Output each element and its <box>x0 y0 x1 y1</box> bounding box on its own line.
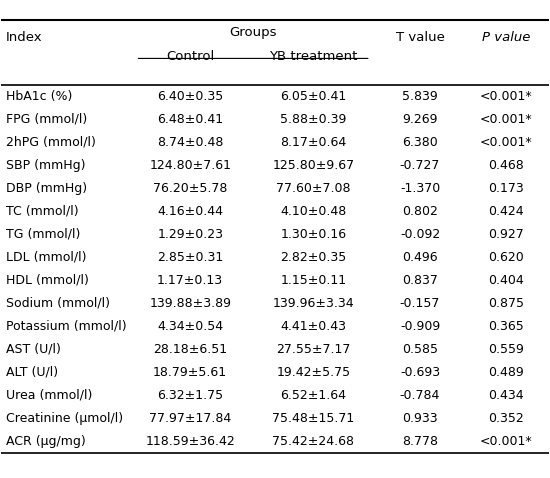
Text: Index: Index <box>6 31 42 43</box>
Text: 0.559: 0.559 <box>488 343 524 356</box>
Text: Potassium (mmol/l): Potassium (mmol/l) <box>6 320 126 333</box>
Text: -0.693: -0.693 <box>400 366 440 379</box>
Text: -0.157: -0.157 <box>400 297 440 310</box>
Text: Groups: Groups <box>229 26 277 39</box>
Text: Sodium (mmol/l): Sodium (mmol/l) <box>6 297 110 310</box>
Text: TG (mmol/l): TG (mmol/l) <box>6 228 80 241</box>
Text: 8.74±0.48: 8.74±0.48 <box>157 136 223 149</box>
Text: 0.620: 0.620 <box>488 250 524 264</box>
Text: 28.18±6.51: 28.18±6.51 <box>153 343 227 356</box>
Text: 18.79±5.61: 18.79±5.61 <box>153 366 227 379</box>
Text: -1.370: -1.370 <box>400 182 440 195</box>
Text: 2.85±0.31: 2.85±0.31 <box>157 250 223 264</box>
Text: YB treatment: YB treatment <box>269 50 358 63</box>
Text: 139.88±3.89: 139.88±3.89 <box>149 297 231 310</box>
Text: Control: Control <box>166 50 214 63</box>
Text: 1.30±0.16: 1.30±0.16 <box>280 228 346 241</box>
Text: 125.80±9.67: 125.80±9.67 <box>272 159 354 172</box>
Text: <0.001*: <0.001* <box>480 435 532 448</box>
Text: T value: T value <box>395 31 444 43</box>
Text: 0.496: 0.496 <box>402 250 438 264</box>
Text: 2.82±0.35: 2.82±0.35 <box>280 250 346 264</box>
Text: 77.97±17.84: 77.97±17.84 <box>149 412 232 425</box>
Text: 6.380: 6.380 <box>402 136 438 149</box>
Text: FPG (mmol/l): FPG (mmol/l) <box>6 113 87 126</box>
Text: -0.784: -0.784 <box>400 389 440 402</box>
Text: TC (mmol/l): TC (mmol/l) <box>6 205 79 217</box>
Text: <0.001*: <0.001* <box>480 113 532 126</box>
Text: P value: P value <box>482 31 530 43</box>
Text: 0.802: 0.802 <box>402 205 438 217</box>
Text: SBP (mmHg): SBP (mmHg) <box>6 159 85 172</box>
Text: HbA1c (%): HbA1c (%) <box>6 89 72 103</box>
Text: 0.489: 0.489 <box>488 366 524 379</box>
Text: 75.42±24.68: 75.42±24.68 <box>272 435 354 448</box>
Text: 6.05±0.41: 6.05±0.41 <box>280 89 346 103</box>
Text: ACR (μg/mg): ACR (μg/mg) <box>6 435 85 448</box>
Text: 75.48±15.71: 75.48±15.71 <box>272 412 354 425</box>
Text: 0.365: 0.365 <box>488 320 524 333</box>
Text: 1.15±0.11: 1.15±0.11 <box>280 274 346 287</box>
Text: 0.424: 0.424 <box>488 205 524 217</box>
Text: HDL (mmol/l): HDL (mmol/l) <box>6 274 89 287</box>
Text: <0.001*: <0.001* <box>480 136 532 149</box>
Text: LDL (mmol/l): LDL (mmol/l) <box>6 250 86 264</box>
Text: 4.16±0.44: 4.16±0.44 <box>157 205 223 217</box>
Text: -0.092: -0.092 <box>400 228 440 241</box>
Text: 0.933: 0.933 <box>402 412 438 425</box>
Text: 0.875: 0.875 <box>488 297 524 310</box>
Text: 0.585: 0.585 <box>402 343 438 356</box>
Text: AST (U/l): AST (U/l) <box>6 343 60 356</box>
Text: 27.55±7.17: 27.55±7.17 <box>276 343 350 356</box>
Text: 0.837: 0.837 <box>402 274 438 287</box>
Text: 9.269: 9.269 <box>402 113 438 126</box>
Text: -0.909: -0.909 <box>400 320 440 333</box>
Text: ALT (U/l): ALT (U/l) <box>6 366 58 379</box>
Text: 0.173: 0.173 <box>488 182 524 195</box>
Text: 1.17±0.13: 1.17±0.13 <box>157 274 223 287</box>
Text: 76.20±5.78: 76.20±5.78 <box>153 182 227 195</box>
Text: Creatinine (μmol/l): Creatinine (μmol/l) <box>6 412 123 425</box>
Text: 19.42±5.75: 19.42±5.75 <box>276 366 350 379</box>
Text: <0.001*: <0.001* <box>480 89 532 103</box>
Text: 6.48±0.41: 6.48±0.41 <box>157 113 223 126</box>
Text: 4.34±0.54: 4.34±0.54 <box>157 320 223 333</box>
Text: 8.778: 8.778 <box>402 435 438 448</box>
Text: 0.927: 0.927 <box>488 228 524 241</box>
Text: 0.434: 0.434 <box>488 389 524 402</box>
Text: 4.10±0.48: 4.10±0.48 <box>280 205 346 217</box>
Text: 4.41±0.43: 4.41±0.43 <box>280 320 346 333</box>
Text: 6.52±1.64: 6.52±1.64 <box>280 389 346 402</box>
Text: 0.404: 0.404 <box>488 274 524 287</box>
Text: 8.17±0.64: 8.17±0.64 <box>280 136 346 149</box>
Text: 0.352: 0.352 <box>488 412 524 425</box>
Text: 0.468: 0.468 <box>488 159 524 172</box>
Text: -0.727: -0.727 <box>400 159 440 172</box>
Text: 118.59±36.42: 118.59±36.42 <box>145 435 235 448</box>
Text: 5.88±0.39: 5.88±0.39 <box>280 113 346 126</box>
Text: 6.40±0.35: 6.40±0.35 <box>157 89 223 103</box>
Text: 5.839: 5.839 <box>402 89 438 103</box>
Text: 1.29±0.23: 1.29±0.23 <box>157 228 223 241</box>
Text: 2hPG (mmol/l): 2hPG (mmol/l) <box>6 136 96 149</box>
Text: 124.80±7.61: 124.80±7.61 <box>149 159 231 172</box>
Text: DBP (mmHg): DBP (mmHg) <box>6 182 87 195</box>
Text: Urea (mmol/l): Urea (mmol/l) <box>6 389 92 402</box>
Text: 139.96±3.34: 139.96±3.34 <box>272 297 354 310</box>
Text: 6.32±1.75: 6.32±1.75 <box>157 389 223 402</box>
Text: 77.60±7.08: 77.60±7.08 <box>276 182 350 195</box>
